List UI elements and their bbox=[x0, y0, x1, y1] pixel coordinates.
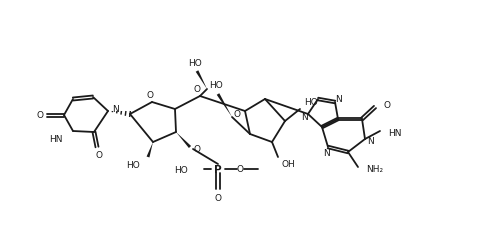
Text: NH₂: NH₂ bbox=[366, 165, 383, 174]
Text: O: O bbox=[36, 111, 43, 120]
Text: O: O bbox=[234, 110, 241, 119]
Text: OH: OH bbox=[281, 160, 295, 169]
Text: O: O bbox=[96, 151, 103, 160]
Text: HO: HO bbox=[304, 98, 318, 107]
Text: HN: HN bbox=[49, 135, 63, 144]
Text: N: N bbox=[322, 149, 329, 158]
Text: HO: HO bbox=[188, 58, 202, 67]
Polygon shape bbox=[146, 142, 153, 158]
Text: P: P bbox=[214, 164, 222, 174]
Polygon shape bbox=[217, 94, 232, 117]
Text: HO: HO bbox=[126, 161, 140, 170]
Text: HO: HO bbox=[209, 81, 223, 90]
Text: O: O bbox=[237, 165, 244, 174]
Text: N: N bbox=[336, 95, 342, 104]
Text: HO: HO bbox=[174, 166, 188, 175]
Text: HN: HN bbox=[388, 129, 401, 138]
Polygon shape bbox=[196, 71, 207, 90]
Text: N: N bbox=[301, 113, 307, 122]
Text: N: N bbox=[367, 137, 373, 146]
Text: O: O bbox=[146, 91, 153, 100]
Text: O: O bbox=[383, 101, 390, 110]
Text: O: O bbox=[214, 194, 221, 202]
Polygon shape bbox=[176, 132, 191, 148]
Text: O: O bbox=[193, 85, 201, 94]
Text: N: N bbox=[112, 105, 119, 114]
Text: O: O bbox=[194, 145, 201, 154]
